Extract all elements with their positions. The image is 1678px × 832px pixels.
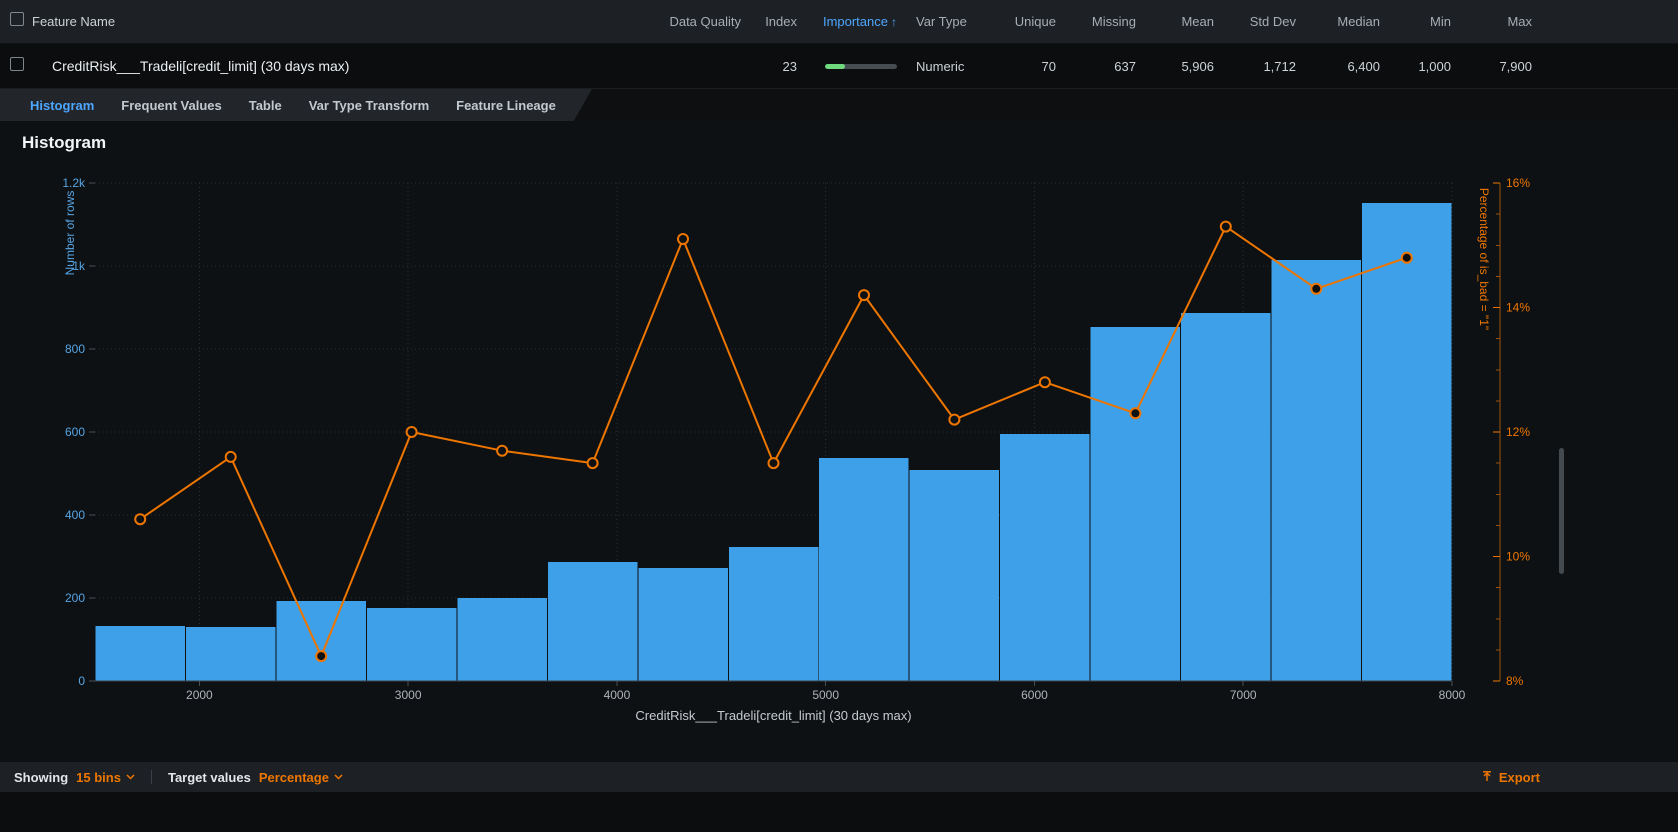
column-header-data-quality[interactable]: Data Quality xyxy=(620,14,745,29)
sort-asc-icon: ↑ xyxy=(891,15,897,29)
svg-text:800: 800 xyxy=(65,342,85,356)
histogram-chart: 2000 3000 4000 5000 6000 7000 8000 0 200 400 600 80… xyxy=(0,163,1678,763)
target-values-dropdown[interactable]: Percentage xyxy=(259,770,343,785)
target-values-dropdown-value: Percentage xyxy=(259,770,329,785)
svg-text:CreditRisk___Tradeli[credit_li: CreditRisk___Tradeli[credit_limit] (30 d… xyxy=(635,708,911,723)
chart-control-bar: Showing 15 bins Target values Percentage… xyxy=(0,762,1678,792)
column-header-index[interactable]: Index xyxy=(745,14,801,29)
tab-feature-lineage[interactable]: Feature Lineage xyxy=(456,98,556,113)
feature-grid-header: Feature Name Data Quality Index Importan… xyxy=(0,0,1678,44)
section-title: Histogram xyxy=(22,133,1678,153)
svg-text:0: 0 xyxy=(78,674,85,688)
feature-var-type: Numeric xyxy=(901,59,990,74)
svg-text:7000: 7000 xyxy=(1230,688,1257,702)
importance-bar-fill xyxy=(825,64,845,69)
feature-min: 1,000 xyxy=(1384,59,1455,74)
svg-text:400: 400 xyxy=(65,508,85,522)
svg-text:Percentage of is_bad = "1": Percentage of is_bad = "1" xyxy=(1477,188,1491,330)
tab-var-type-transform[interactable]: Var Type Transform xyxy=(309,98,429,113)
export-button[interactable]: Export xyxy=(1481,770,1540,785)
column-header-mean[interactable]: Mean xyxy=(1140,14,1218,29)
svg-text:3000: 3000 xyxy=(395,688,422,702)
importance-label: Importance xyxy=(823,14,888,29)
tab-table[interactable]: Table xyxy=(249,98,282,113)
column-header-max[interactable]: Max xyxy=(1455,14,1536,29)
column-header-std-dev[interactable]: Std Dev xyxy=(1218,14,1300,29)
svg-text:12%: 12% xyxy=(1506,425,1530,439)
feature-median: 6,400 xyxy=(1300,59,1384,74)
svg-text:200: 200 xyxy=(65,591,85,605)
svg-text:600: 600 xyxy=(65,425,85,439)
target-values-label: Target values xyxy=(168,770,251,785)
feature-max: 7,900 xyxy=(1455,59,1536,74)
bins-dropdown[interactable]: 15 bins xyxy=(76,770,135,785)
feature-importance xyxy=(801,64,901,69)
feature-unique: 70 xyxy=(990,59,1060,74)
feature-row[interactable]: CreditRisk___Tradeli[credit_limit] (30 d… xyxy=(0,44,1678,89)
column-header-min[interactable]: Min xyxy=(1384,14,1455,29)
feature-checkbox[interactable] xyxy=(10,57,24,71)
tab-frequent-values[interactable]: Frequent Values xyxy=(121,98,221,113)
svg-text:6000: 6000 xyxy=(1021,688,1048,702)
svg-text:4000: 4000 xyxy=(604,688,631,702)
svg-text:10%: 10% xyxy=(1506,550,1530,564)
chevron-down-icon xyxy=(334,774,343,780)
bottom-fill xyxy=(0,792,1678,832)
column-header-unique[interactable]: Unique xyxy=(990,14,1060,29)
select-all-checkbox[interactable] xyxy=(10,12,24,26)
column-header-var-type[interactable]: Var Type xyxy=(901,14,990,29)
chevron-down-icon xyxy=(126,774,135,780)
svg-text:16%: 16% xyxy=(1506,176,1530,190)
svg-text:Number of rows: Number of rows xyxy=(63,191,77,276)
svg-text:2000: 2000 xyxy=(186,688,213,702)
svg-text:8000: 8000 xyxy=(1439,688,1466,702)
feature-missing: 637 xyxy=(1060,59,1140,74)
column-header-missing[interactable]: Missing xyxy=(1060,14,1140,29)
feature-std-dev: 1,712 xyxy=(1218,59,1300,74)
column-header-feature-name[interactable]: Feature Name xyxy=(28,14,620,29)
feature-tabs: Histogram Frequent Values Table Var Type… xyxy=(0,89,592,121)
svg-text:1.2k: 1.2k xyxy=(62,176,86,190)
importance-bar xyxy=(825,64,897,69)
controlbar-divider xyxy=(151,770,152,784)
svg-text:8%: 8% xyxy=(1506,674,1524,688)
svg-text:5000: 5000 xyxy=(812,688,839,702)
export-icon xyxy=(1481,771,1493,783)
histogram-panel: Histogram 200030004000500060007000800002… xyxy=(0,121,1678,762)
showing-label: Showing xyxy=(14,770,68,785)
export-label: Export xyxy=(1499,770,1540,785)
feature-index: 23 xyxy=(745,59,801,74)
column-header-median[interactable]: Median xyxy=(1300,14,1384,29)
column-header-importance[interactable]: Importance↑ xyxy=(801,14,901,29)
feature-mean: 5,906 xyxy=(1140,59,1218,74)
scrollbar-thumb[interactable] xyxy=(1559,448,1564,574)
tab-histogram[interactable]: Histogram xyxy=(30,98,94,113)
svg-text:14%: 14% xyxy=(1506,301,1530,315)
bins-dropdown-value: 15 bins xyxy=(76,770,121,785)
feature-name[interactable]: CreditRisk___Tradeli[credit_limit] (30 d… xyxy=(28,58,620,74)
